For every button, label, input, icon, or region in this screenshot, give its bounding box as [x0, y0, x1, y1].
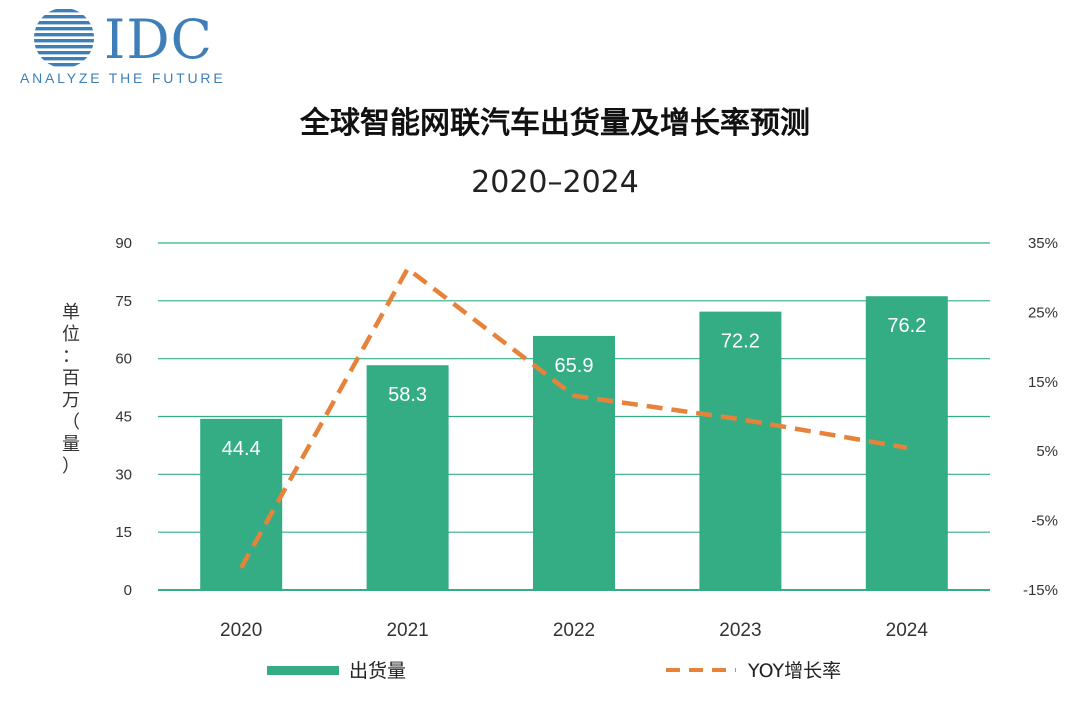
bar-2023: [699, 311, 782, 590]
left-tick-label: 90: [115, 235, 132, 252]
bar-2022: [533, 335, 615, 590]
x-tick-label: 2022: [553, 620, 595, 641]
bar-value-label: 58.3: [388, 384, 427, 406]
bar-data-labels: 44.4 58.3 65.9 72.2 76.2: [222, 315, 927, 460]
legend-bar-label: 出货量: [349, 660, 406, 682]
right-axis-ticks: -15% -5% 5% 15% 25% 35%: [1023, 235, 1058, 599]
left-tick-label: 75: [115, 293, 132, 310]
brand-name: IDC: [104, 8, 213, 71]
x-tick-label: 2021: [386, 620, 428, 641]
right-tick-label: 25%: [1028, 304, 1058, 321]
chart-title: 全球智能网联汽车出货量及增长率预测: [299, 106, 810, 141]
bar-value-label: 76.2: [887, 315, 926, 337]
y-axis-label: 单位：百万（量）: [62, 302, 80, 477]
left-tick-label: 0: [124, 582, 132, 599]
legend-bar-swatch: [267, 666, 339, 675]
bar-series: [200, 296, 948, 590]
bar-2020: [200, 418, 283, 590]
yoy-line-series: [239, 265, 908, 569]
x-axis-ticks: 2020 2021 2022 2023 2024: [220, 620, 928, 641]
left-tick-label: 60: [115, 351, 132, 368]
x-tick-label: 2020: [220, 620, 262, 641]
left-tick-label: 45: [115, 409, 132, 426]
right-tick-label: 35%: [1028, 235, 1058, 252]
legend: 出货量 YOY增长率: [267, 660, 841, 682]
idc-logo: IDC ANALYZE THE FUTURE: [20, 8, 225, 86]
legend-line-label: YOY增长率: [747, 660, 841, 682]
brand-tagline: ANALYZE THE FUTURE: [20, 70, 225, 86]
left-axis-ticks: 0 15 30 45 60 75 90: [115, 235, 132, 599]
right-tick-label: -15%: [1023, 582, 1058, 599]
x-tick-label: 2024: [886, 620, 929, 641]
globe-icon: [34, 9, 94, 67]
right-tick-label: -5%: [1031, 513, 1058, 530]
chart-subtitle: 2020–2024: [471, 165, 639, 200]
left-tick-label: 30: [115, 466, 132, 483]
bar-2021: [366, 365, 449, 590]
bar-value-label: 65.9: [555, 355, 594, 377]
right-tick-label: 15%: [1028, 374, 1058, 391]
bar-value-label: 44.4: [222, 438, 261, 460]
left-tick-label: 15: [115, 524, 132, 541]
right-tick-label: 5%: [1036, 443, 1058, 460]
x-tick-label: 2023: [719, 620, 761, 641]
bar-value-label: 72.2: [721, 331, 760, 353]
